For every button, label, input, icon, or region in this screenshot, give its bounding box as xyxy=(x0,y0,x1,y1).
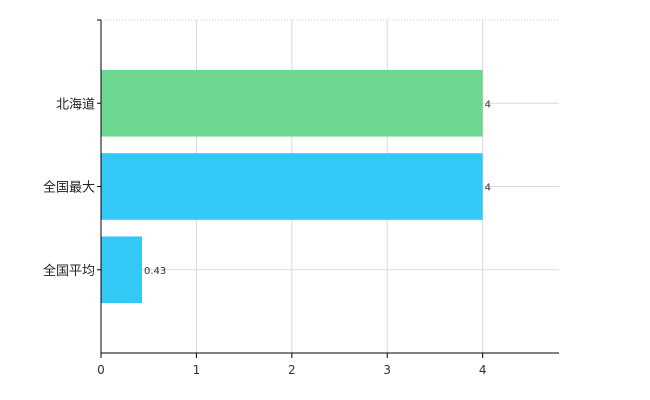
category-label: 北海道 xyxy=(56,97,95,112)
data-label: 0.43 xyxy=(144,266,166,277)
x-tick-label: 4 xyxy=(479,363,487,377)
category-label: 全国最大 xyxy=(43,180,95,196)
x-tick-label: 2 xyxy=(288,363,296,377)
x-tick-label: 3 xyxy=(383,363,391,377)
data-label: 4 xyxy=(485,99,491,110)
x-tick-label: 1 xyxy=(193,363,201,377)
bar xyxy=(101,236,143,304)
bar xyxy=(101,153,483,220)
category-label: 全国平均 xyxy=(43,263,95,279)
labels: 4 北海道 4 全国最大 0.43 全国平均 0 1 2 3 4 xyxy=(43,97,491,377)
axes xyxy=(97,19,559,358)
data-label: 4 xyxy=(485,183,491,194)
bar xyxy=(101,69,483,137)
x-tick-label: 0 xyxy=(97,363,105,377)
bars xyxy=(101,69,483,304)
